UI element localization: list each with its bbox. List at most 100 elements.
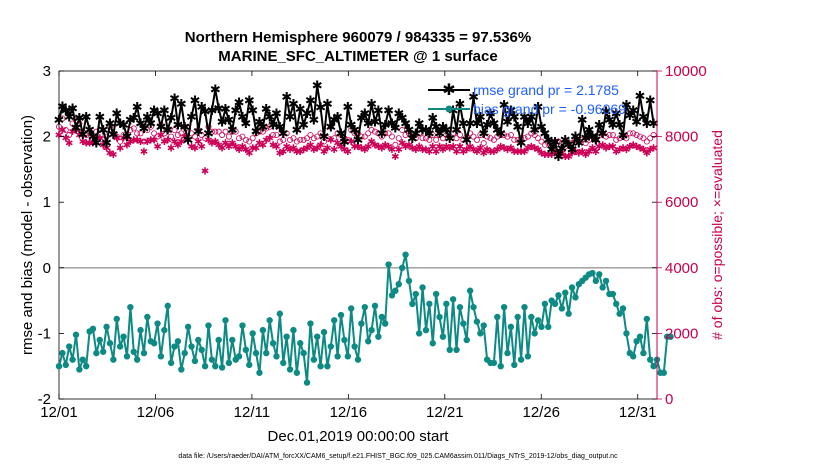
rmse-point: ✱ <box>393 107 404 122</box>
rmse-point: ✱ <box>485 107 496 122</box>
obs-possible-point <box>249 135 256 142</box>
obs-evaluated-point: ✱ <box>116 144 124 155</box>
bias-point <box>269 340 277 347</box>
rmse-point: ✱ <box>105 117 116 132</box>
bias-point <box>93 349 100 357</box>
bias-point <box>144 313 151 321</box>
obs-evaluated-point: ✱ <box>643 149 651 160</box>
rmse-point: ✱ <box>240 117 251 132</box>
obs-possible-point <box>310 135 317 142</box>
obs-evaluated-point: ✱ <box>153 142 161 153</box>
rmse-point: ✱ <box>370 116 381 131</box>
chart-subtitle: MARINE_SFC_ALTIMETER @ 1 surface <box>218 48 497 65</box>
y2-tick-label: 6000 <box>665 194 698 211</box>
bias-point <box>456 303 464 311</box>
obs-evaluated-point: ✱ <box>191 144 199 155</box>
bias-point <box>280 359 287 367</box>
bias-point <box>273 353 280 360</box>
rmse-point: ✱ <box>342 101 353 116</box>
bias-point <box>331 317 338 324</box>
bias-point <box>140 349 148 357</box>
rmse-point: ✱ <box>376 127 387 142</box>
rmse-point: ✱ <box>567 143 578 158</box>
bias-point <box>392 287 399 294</box>
rmse-point: ✱ <box>604 114 615 129</box>
bias-point <box>358 320 365 327</box>
rmse-point: ✱ <box>427 112 438 127</box>
obs-evaluated-point: ✱ <box>130 135 138 146</box>
rmse-point: ✱ <box>356 112 367 127</box>
obs-evaluated-point: ✱ <box>466 142 474 153</box>
rmse-point: ✱ <box>166 112 177 127</box>
obs-evaluated-point: ✱ <box>62 134 70 145</box>
y2-tick-label: 8000 <box>665 129 698 146</box>
rmse-point: ✱ <box>641 117 652 132</box>
obs-evaluated-point: ✱ <box>449 142 457 153</box>
obs-possible-point <box>259 128 266 135</box>
rmse-point: ✱ <box>400 117 411 132</box>
obs-evaluated-point: ✱ <box>106 149 114 160</box>
bias-point <box>494 313 501 321</box>
x-tick-label: 12/31 <box>619 404 657 421</box>
rmse-point: ✱ <box>461 133 472 148</box>
rmse-point: ✱ <box>519 110 530 125</box>
rmse-point: ✱ <box>628 104 639 119</box>
rmse-point: ✱ <box>584 124 595 139</box>
rmse-point: ✱ <box>492 124 503 139</box>
obs-evaluated-point: ✱ <box>181 132 189 143</box>
obs-possible-point <box>385 130 392 137</box>
rmse-point: ✱ <box>441 124 452 139</box>
obs-evaluated-point: ✱ <box>422 145 430 156</box>
obs-possible-point <box>470 133 477 140</box>
obs-possible-point <box>239 133 246 140</box>
bias-point <box>446 346 453 353</box>
bias-point <box>164 302 171 310</box>
bias-point <box>398 264 406 271</box>
obs-possible-point <box>246 138 253 145</box>
rmse-point: ✱ <box>315 101 326 116</box>
obs-possible-point <box>511 136 518 143</box>
bias-point <box>215 336 222 344</box>
rmse-point: ✱ <box>618 129 629 144</box>
obs-possible-point <box>191 133 198 140</box>
rmse-point: ✱ <box>91 137 102 152</box>
bias-point <box>521 303 528 311</box>
rmse-point: ✱ <box>176 97 187 112</box>
rmse-point: ✱ <box>67 102 78 117</box>
obs-evaluated-point: ✱ <box>537 149 545 160</box>
y2-tick-label: 2000 <box>665 325 698 342</box>
rmse-point: ✱ <box>64 110 75 125</box>
obs-evaluated-point: ✱ <box>561 152 569 163</box>
bias-point <box>555 292 562 299</box>
obs-possible-point <box>222 128 229 135</box>
obs-evaluated-point: ✱ <box>541 150 549 161</box>
rmse-point: ✱ <box>196 101 207 116</box>
obs-evaluated-point: ✱ <box>388 145 396 156</box>
bias-point <box>106 340 114 347</box>
bias-point <box>191 357 199 365</box>
obs-evaluated-point: ✱ <box>65 139 73 150</box>
bias-point <box>337 311 345 319</box>
rmse-point: ✱ <box>546 143 557 158</box>
bias-point <box>422 326 430 334</box>
rmse-point: ✱ <box>135 117 146 132</box>
bias-point <box>344 353 352 360</box>
bias-point <box>412 290 419 298</box>
bias-point <box>212 363 219 370</box>
rmse-point: ✱ <box>169 92 180 107</box>
y-tick-label: 3 <box>43 63 51 80</box>
obs-evaluated-point: ✱ <box>272 142 280 153</box>
obs-evaluated-point: ✱ <box>609 142 617 153</box>
rmse-point: ✱ <box>128 112 139 127</box>
bias-point <box>290 326 297 334</box>
obs-possible-point <box>361 133 368 140</box>
bias-point <box>460 320 467 327</box>
obs-evaluated-point: ✱ <box>99 140 107 151</box>
rmse-point: ✱ <box>189 94 200 109</box>
rmse-point: ✱ <box>108 128 119 143</box>
rmse-point: ✱ <box>74 112 85 127</box>
obs-evaluated-point: ✱ <box>259 140 267 151</box>
obs-evaluated-point: ✱ <box>510 147 518 158</box>
bias-point <box>198 346 205 353</box>
bias-point <box>205 322 212 329</box>
